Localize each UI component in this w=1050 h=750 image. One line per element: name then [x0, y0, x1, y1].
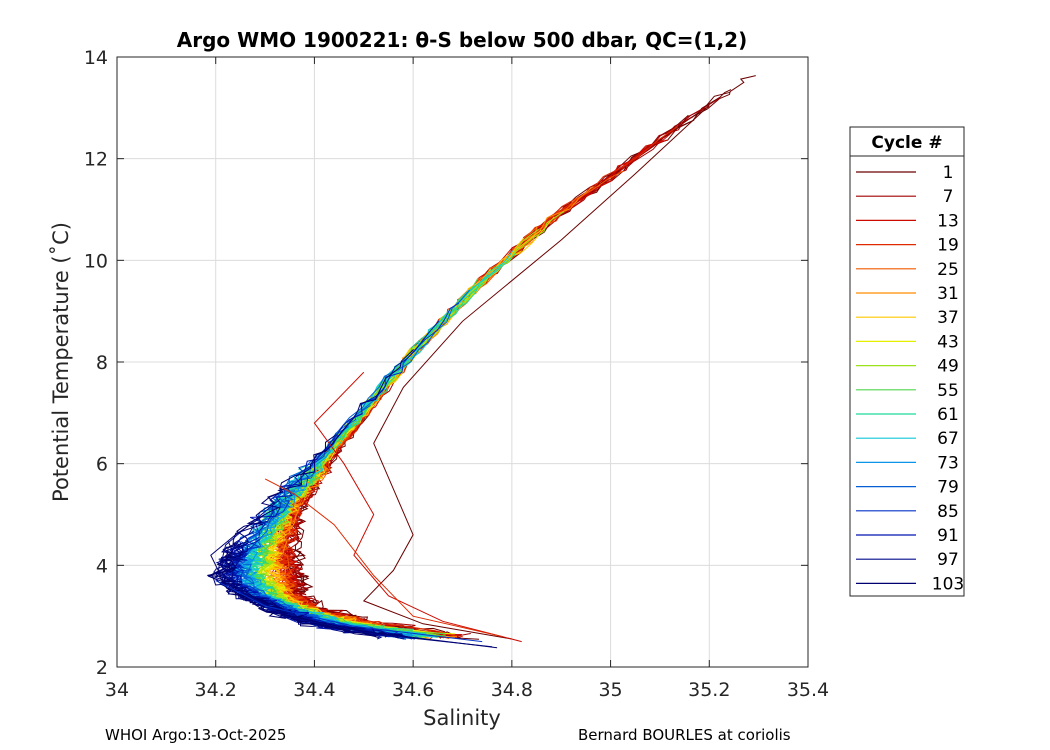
legend-label-cycle-13: 13 [937, 211, 959, 231]
profile-line-cycle-13 [313, 371, 522, 643]
y-tick-label: 12 [84, 149, 108, 171]
x-tick-label: 34.6 [392, 679, 434, 701]
legend-label-cycle-55: 55 [937, 381, 959, 401]
profile-line-cycle-19 [264, 478, 503, 637]
legend-label-cycle-79: 79 [937, 478, 959, 498]
x-tick-label: 34 [105, 679, 129, 701]
y-tick-label: 14 [84, 47, 108, 69]
legend-entries: 1 7 13 19 25 31 37 43 49 55 61 67 73 79 85 91 97 103 [856, 163, 964, 594]
footer-credit: Bernard BOURLES at coriolis [578, 726, 791, 744]
legend-label-cycle-1: 1 [943, 163, 954, 183]
x-tick-label: 35 [598, 679, 622, 701]
x-axis-label: Salinity [423, 706, 501, 730]
legend-label-cycle-103: 103 [932, 574, 964, 594]
x-tick-label: 34.2 [195, 679, 237, 701]
profile-line-cycle-97 [220, 498, 493, 648]
legend-box [849, 126, 965, 597]
legend-label-cycle-67: 67 [937, 429, 959, 449]
legend-title: Cycle # [871, 133, 942, 153]
y-axis-label: Potential Temperature (˚C) [49, 222, 73, 502]
legend-label-cycle-85: 85 [937, 502, 959, 522]
legend-label-cycle-43: 43 [937, 332, 959, 352]
legend-label-cycle-37: 37 [937, 308, 959, 328]
legend-label-cycle-31: 31 [937, 284, 959, 304]
profile-lines [206, 75, 756, 649]
y-tick-label: 2 [96, 657, 108, 679]
y-tick-label: 6 [96, 454, 108, 476]
legend-label-cycle-91: 91 [937, 526, 959, 546]
legend: Cycle # 1 7 13 19 25 31 37 43 49 55 61 67 73 79 85 91 97… [849, 126, 965, 597]
y-tick-label: 10 [84, 250, 108, 272]
x-tick-label: 35.2 [688, 679, 730, 701]
axis-ticks: 34 34.2 34.4 34.6 34.8 35 35.2 35.4 2 4 6 8 10 12 14 [84, 47, 829, 701]
legend-label-cycle-7: 7 [943, 187, 954, 207]
legend-label-cycle-25: 25 [937, 260, 959, 280]
y-tick-label: 4 [96, 555, 108, 577]
profile-line-cycle-1 [362, 104, 710, 640]
profile-line-cycle-85 [215, 580, 483, 643]
legend-label-cycle-19: 19 [937, 236, 959, 256]
legend-label-cycle-97: 97 [937, 550, 959, 570]
x-tick-label: 34.8 [491, 679, 533, 701]
x-tick-label: 35.4 [787, 679, 829, 701]
y-tick-label: 8 [96, 352, 108, 374]
legend-label-cycle-49: 49 [937, 357, 959, 377]
legend-label-cycle-73: 73 [937, 453, 959, 473]
x-tick-label: 34.4 [293, 679, 335, 701]
legend-label-cycle-61: 61 [937, 405, 959, 425]
grid-lines [117, 57, 808, 667]
chart-title: Argo WMO 1900221: θ-S below 500 dbar, QC… [177, 28, 747, 52]
profile-line-cycle-79 [228, 390, 407, 640]
footer-source: WHOI Argo:13-Oct-2025 [105, 726, 287, 744]
